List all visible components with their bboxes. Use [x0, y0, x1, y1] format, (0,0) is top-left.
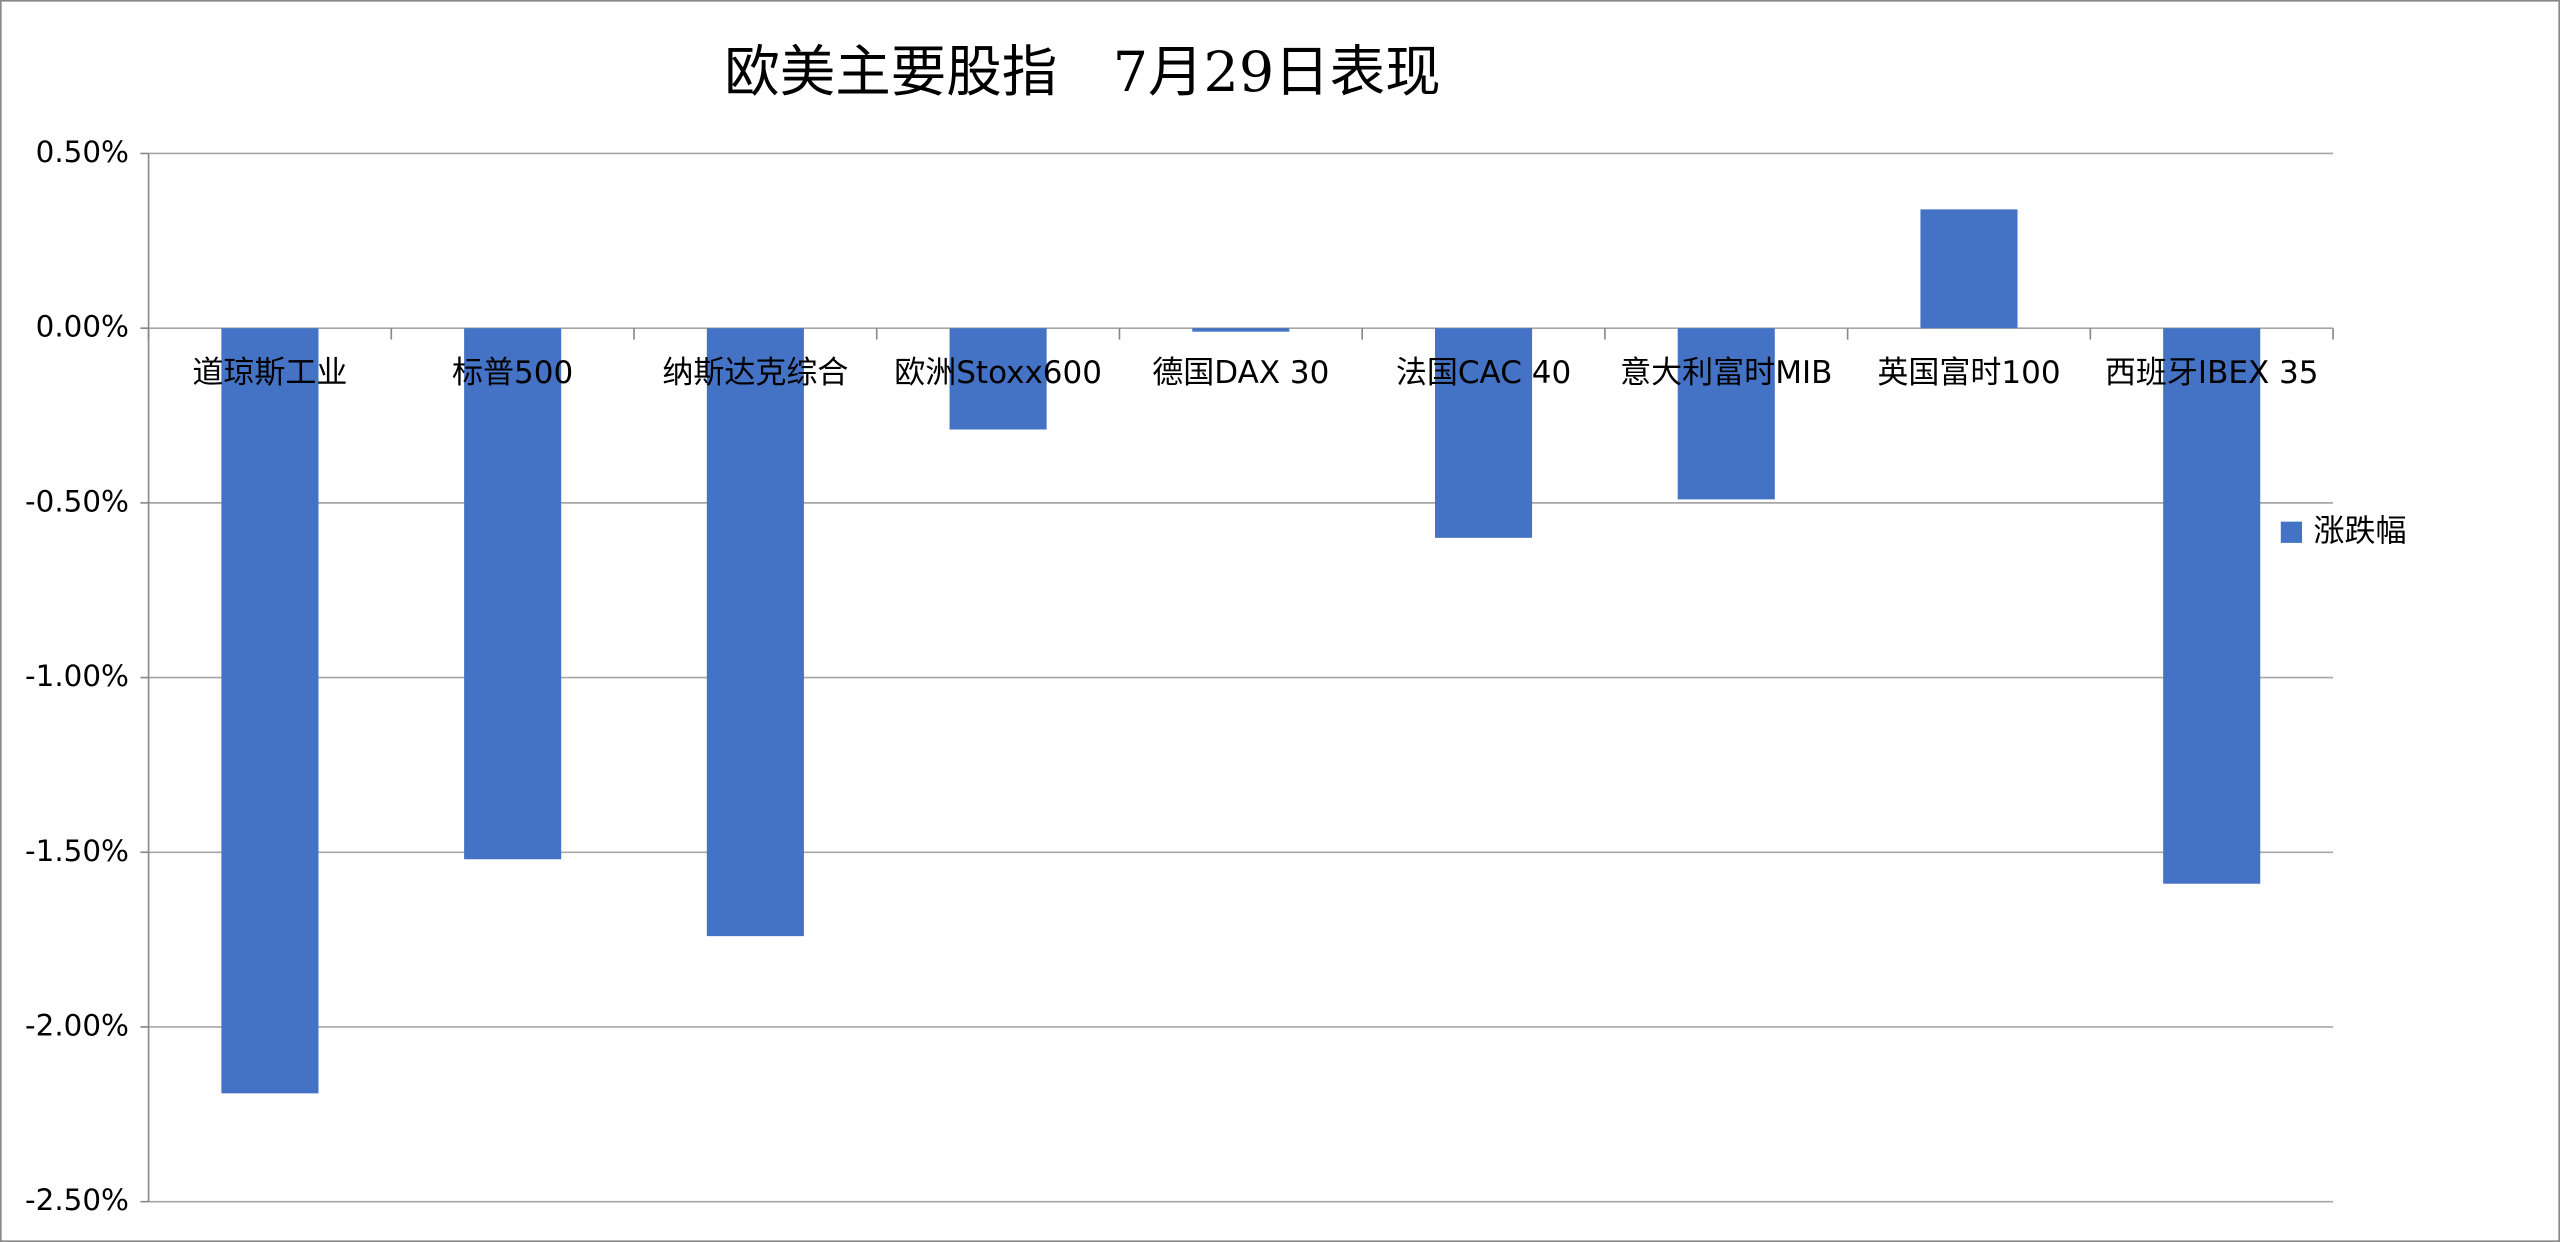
y-tick-label: -0.50%	[25, 484, 129, 518]
x-tick-label: 纳斯达克综合	[662, 355, 848, 391]
x-tick-label: 标普500	[452, 355, 573, 391]
bar	[1677, 328, 1775, 500]
bar	[1920, 209, 2018, 329]
y-tick-label: 0.00%	[36, 310, 129, 344]
bar	[1434, 328, 1533, 538]
x-tick-label: 英国富时100	[1877, 355, 2060, 391]
x-tick-label: 西班牙IBEX 35	[2105, 355, 2319, 391]
y-tick-label: -1.50%	[25, 834, 129, 868]
y-tick-label: -1.00%	[25, 659, 129, 693]
x-tick-label: 法国CAC 40	[1396, 355, 1571, 391]
bar	[1192, 328, 1290, 332]
x-tick-label: 欧洲Stoxx600	[894, 355, 1102, 391]
bar	[706, 328, 804, 937]
chart-title: 欧美主要股指 7月29日表现	[724, 40, 1440, 105]
y-tick-label: -2.00%	[25, 1008, 129, 1042]
legend-swatch	[2280, 521, 2303, 543]
bar	[2163, 328, 2261, 884]
y-tick-label: -2.50%	[25, 1183, 129, 1217]
x-tick-label: 意大利富时MIB	[1620, 355, 1832, 391]
legend-label: 涨跌幅	[2313, 513, 2406, 549]
x-tick-label: 道琼斯工业	[192, 355, 347, 391]
x-tick-label: 德国DAX 30	[1152, 355, 1329, 391]
bar	[464, 328, 562, 860]
bar	[949, 328, 1047, 430]
bar	[221, 328, 319, 1094]
y-tick-label: 0.50%	[36, 135, 129, 169]
